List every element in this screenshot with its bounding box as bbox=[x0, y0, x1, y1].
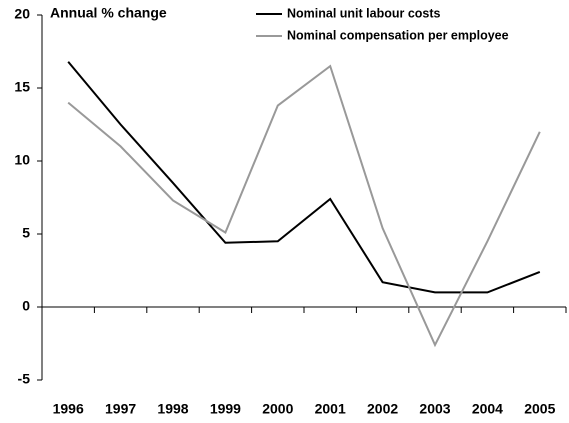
x-tick-label: 2000 bbox=[262, 401, 293, 417]
x-tick-label: 1997 bbox=[105, 401, 136, 417]
y-tick-label: 0 bbox=[22, 298, 30, 314]
y-tick-label: 10 bbox=[14, 152, 30, 168]
x-tick-label: 2004 bbox=[472, 401, 503, 417]
x-tick-label: 2001 bbox=[315, 401, 346, 417]
chart-title: Annual % change bbox=[50, 5, 167, 21]
series-line bbox=[67, 61, 541, 294]
legend-label: Nominal unit labour costs bbox=[287, 6, 441, 20]
legend-label: Nominal compensation per employee bbox=[287, 28, 509, 42]
x-tick-label: 2002 bbox=[367, 401, 398, 417]
x-tick-label: 1996 bbox=[53, 401, 84, 417]
x-tick-label: 1998 bbox=[157, 401, 188, 417]
x-tick-label: 1999 bbox=[210, 401, 241, 417]
y-tick-label: 5 bbox=[22, 225, 30, 241]
series-line bbox=[67, 64, 541, 348]
y-tick-label: 15 bbox=[14, 79, 30, 95]
x-tick-label: 2003 bbox=[419, 401, 450, 417]
y-tick-label: -5 bbox=[18, 371, 31, 387]
y-tick-label: 20 bbox=[14, 6, 30, 22]
x-tick-label: 2005 bbox=[524, 401, 555, 417]
